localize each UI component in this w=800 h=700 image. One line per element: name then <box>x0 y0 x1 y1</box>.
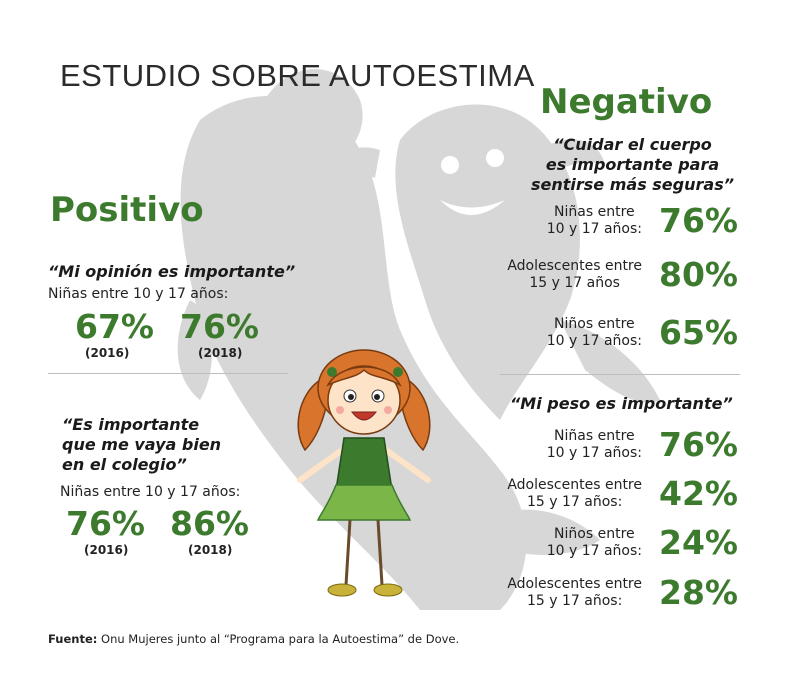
stat-value: 76% <box>659 425 738 464</box>
label-line: 10 y 17 años: <box>546 543 642 559</box>
quote-line: “Es importante <box>62 415 200 434</box>
negativo-quote-2: “Mi peso es importante” <box>510 394 733 413</box>
positivo-group-1: Niñas entre 10 y 17 años: <box>48 286 229 302</box>
stat-row: Niñas entre 10 y 17 años: 76% <box>547 426 738 464</box>
section-divider <box>500 374 740 375</box>
stat-value: 24% <box>659 523 738 562</box>
positivo-heading: Positivo <box>50 190 204 230</box>
stat-row-label: Adolescentes entre 15 y 17 años: <box>507 576 642 610</box>
label-line: 10 y 17 años: <box>546 221 642 237</box>
label-line: 15 y 17 años: <box>527 593 623 609</box>
stat-value: 76% <box>659 201 738 240</box>
label-line: 15 y 17 años <box>529 275 620 291</box>
source-text: Onu Mujeres junto al “Programa para la A… <box>97 632 460 646</box>
stat-value: 76% <box>180 307 259 346</box>
positivo-quote-1: “Mi opinión es importante” <box>48 262 296 281</box>
label-line: Niños entre <box>554 526 635 542</box>
stat-year: (2018) <box>198 346 243 360</box>
stat-value: 86% <box>170 504 249 543</box>
label-line: Adolescentes entre <box>507 258 642 274</box>
quote-line: es importante para <box>545 155 720 174</box>
section-divider <box>48 373 288 374</box>
stat-row: Niñas entre 10 y 17 años: 76% <box>547 202 738 240</box>
stat-value: 42% <box>659 474 738 513</box>
stat-year: (2016) <box>84 543 129 557</box>
stat-row-label: Adolescentes entre 15 y 17 años: <box>507 477 642 511</box>
label-line: 10 y 17 años: <box>546 333 642 349</box>
stat-value: 80% <box>659 255 738 294</box>
stat-block: 76% (2018) <box>180 307 270 361</box>
label-line: Niñas entre <box>554 428 635 444</box>
stat-row-label: Niñas entre 10 y 17 años: <box>547 204 642 238</box>
quote-line: en el colegio” <box>62 455 187 474</box>
source-note: Fuente: Onu Mujeres junto al “Programa p… <box>48 632 459 646</box>
label-line: Adolescentes entre <box>507 576 642 592</box>
source-label: Fuente: <box>48 632 98 646</box>
stat-block: 67% (2016) <box>75 307 165 361</box>
stat-value: 76% <box>66 504 145 543</box>
stat-value: 28% <box>659 573 738 612</box>
quote-line: sentirse más seguras” <box>530 175 735 194</box>
stat-row: Niños entre 10 y 17 años: 65% <box>547 314 738 352</box>
label-line: Adolescentes entre <box>507 477 642 493</box>
stat-row-label: Niños entre 10 y 17 años: <box>547 316 642 350</box>
negativo-quote-1: “Cuidar el cuerpo es importante para sen… <box>525 135 740 195</box>
quote-line: “Cuidar el cuerpo <box>553 135 712 154</box>
stat-block: 86% (2018) <box>170 504 260 558</box>
stat-value: 67% <box>75 307 154 346</box>
stat-row: Adolescentes entre 15 y 17 años: 28% <box>507 574 738 612</box>
stat-year: (2018) <box>188 543 233 557</box>
negativo-heading: Negativo <box>540 82 713 122</box>
positivo-group-2: Niñas entre 10 y 17 años: <box>60 484 241 500</box>
page-title: ESTUDIO SOBRE AUTOESTIMA <box>60 58 535 93</box>
label-line: 10 y 17 años: <box>546 445 642 461</box>
girl-illustration <box>297 349 431 597</box>
stat-row: Adolescentes entre 15 y 17 años 80% <box>507 256 738 294</box>
label-line: 15 y 17 años: <box>527 494 623 510</box>
stat-row: Adolescentes entre 15 y 17 años: 42% <box>507 475 738 513</box>
stat-row-label: Niños entre 10 y 17 años: <box>547 526 642 560</box>
stat-year: (2016) <box>85 346 130 360</box>
label-line: Niños entre <box>554 316 635 332</box>
quote-line: que me vaya bien <box>62 435 222 454</box>
stat-row-label: Adolescentes entre 15 y 17 años <box>507 258 642 292</box>
stat-value: 65% <box>659 313 738 352</box>
stat-row-label: Niñas entre 10 y 17 años: <box>547 428 642 462</box>
positivo-quote-2: “Es importante que me vaya bien en el co… <box>62 415 221 475</box>
stat-row: Niños entre 10 y 17 años: 24% <box>547 524 738 562</box>
stat-block: 76% (2016) <box>66 504 156 558</box>
label-line: Niñas entre <box>554 204 635 220</box>
